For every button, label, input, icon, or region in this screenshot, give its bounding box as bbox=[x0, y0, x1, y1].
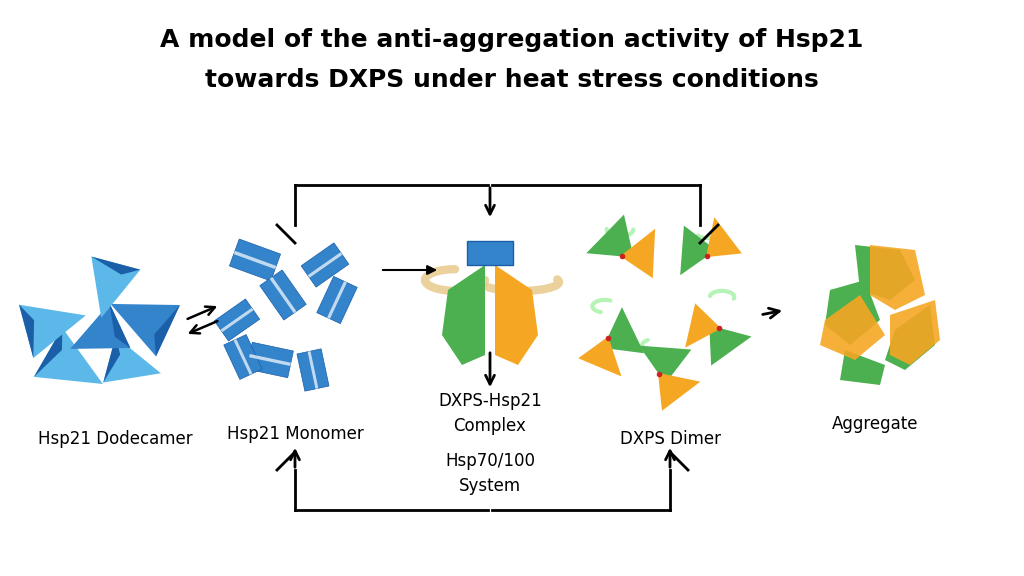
Polygon shape bbox=[91, 256, 140, 275]
FancyBboxPatch shape bbox=[467, 241, 513, 265]
Polygon shape bbox=[495, 265, 538, 365]
Polygon shape bbox=[111, 304, 180, 357]
Polygon shape bbox=[34, 328, 102, 384]
Polygon shape bbox=[579, 336, 622, 377]
Polygon shape bbox=[680, 226, 716, 275]
Text: towards DXPS under heat stress conditions: towards DXPS under heat stress condition… bbox=[205, 68, 819, 92]
Text: A model of the anti-aggregation activity of Hsp21: A model of the anti-aggregation activity… bbox=[161, 28, 863, 52]
Polygon shape bbox=[260, 270, 306, 320]
Polygon shape bbox=[214, 299, 260, 341]
Polygon shape bbox=[890, 300, 940, 365]
Polygon shape bbox=[249, 354, 291, 366]
Polygon shape bbox=[247, 342, 294, 378]
Text: DXPS-Hsp21
Complex: DXPS-Hsp21 Complex bbox=[438, 392, 542, 435]
Polygon shape bbox=[110, 304, 130, 348]
Polygon shape bbox=[825, 280, 880, 345]
Polygon shape bbox=[70, 304, 130, 349]
Polygon shape bbox=[307, 351, 318, 389]
Polygon shape bbox=[870, 245, 925, 310]
Polygon shape bbox=[706, 217, 741, 257]
Polygon shape bbox=[155, 305, 180, 357]
Polygon shape bbox=[820, 295, 885, 360]
Polygon shape bbox=[885, 305, 935, 370]
Polygon shape bbox=[301, 243, 349, 287]
Polygon shape bbox=[220, 308, 253, 332]
Text: Hsp21 Dodecamer: Hsp21 Dodecamer bbox=[38, 430, 193, 448]
Polygon shape bbox=[327, 281, 347, 319]
Polygon shape bbox=[269, 277, 296, 313]
Text: DXPS Dimer: DXPS Dimer bbox=[620, 430, 721, 448]
Polygon shape bbox=[34, 328, 62, 377]
Polygon shape bbox=[685, 304, 721, 348]
Polygon shape bbox=[229, 239, 281, 281]
Polygon shape bbox=[233, 339, 252, 375]
Text: Hsp70/100
System: Hsp70/100 System bbox=[445, 452, 535, 495]
Polygon shape bbox=[658, 373, 700, 411]
Polygon shape bbox=[603, 307, 644, 353]
Polygon shape bbox=[855, 245, 915, 300]
Polygon shape bbox=[91, 256, 140, 318]
Polygon shape bbox=[19, 305, 34, 358]
Polygon shape bbox=[587, 215, 634, 257]
Polygon shape bbox=[103, 336, 120, 382]
Polygon shape bbox=[19, 305, 86, 358]
Text: Hsp21 Monomer: Hsp21 Monomer bbox=[226, 425, 364, 443]
Text: Aggregate: Aggregate bbox=[831, 415, 919, 433]
Polygon shape bbox=[442, 265, 485, 365]
Polygon shape bbox=[710, 325, 752, 366]
Polygon shape bbox=[224, 335, 262, 380]
Polygon shape bbox=[103, 336, 161, 382]
Polygon shape bbox=[297, 349, 329, 391]
Polygon shape bbox=[639, 346, 691, 384]
Polygon shape bbox=[233, 251, 276, 269]
Polygon shape bbox=[308, 252, 342, 278]
Polygon shape bbox=[316, 276, 357, 324]
Polygon shape bbox=[621, 229, 655, 278]
Polygon shape bbox=[840, 350, 885, 385]
